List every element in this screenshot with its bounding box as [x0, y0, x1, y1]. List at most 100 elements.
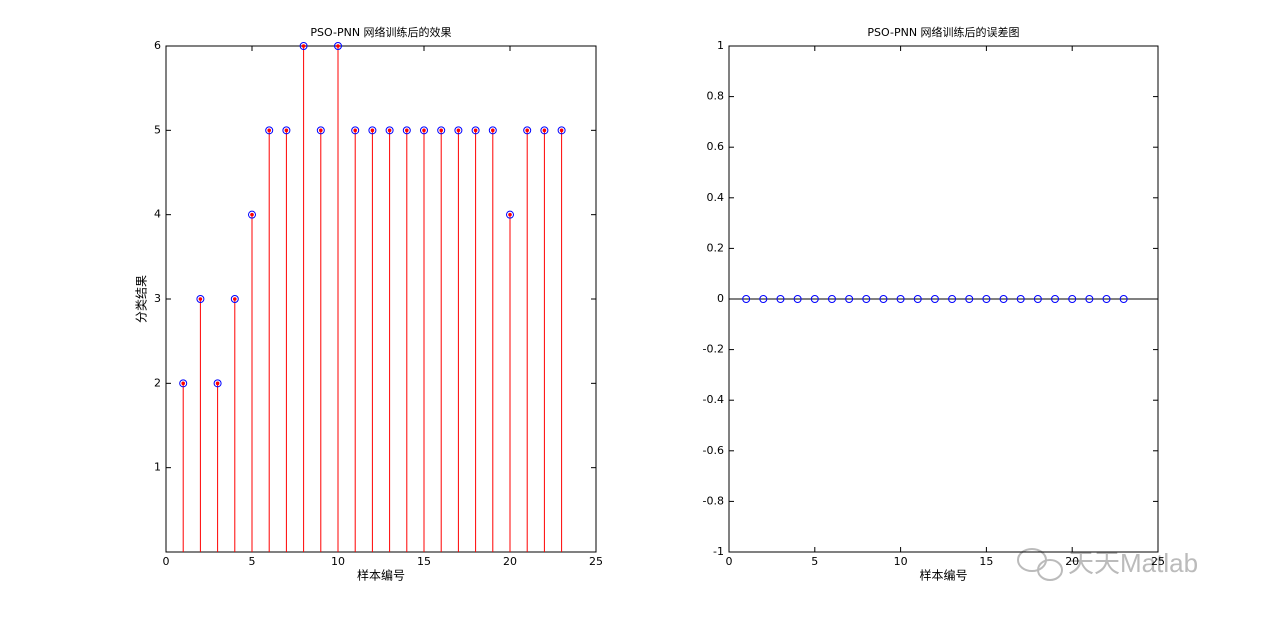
- stem-marker: [742, 295, 751, 303]
- stem-marker: [506, 210, 514, 219]
- y-tick-label: 3: [154, 292, 161, 305]
- stem-marker: [930, 295, 939, 303]
- stem-marker: [557, 126, 566, 135]
- stem-marker: [1016, 295, 1025, 303]
- stem-marker: [179, 379, 188, 388]
- stem-marker-center: [319, 128, 323, 133]
- y-tick-label: -0.2: [703, 343, 724, 356]
- stem-marker-center: [198, 297, 203, 301]
- stem-marker: [1033, 295, 1042, 303]
- stem-marker: [282, 126, 291, 135]
- stem-marker: [965, 295, 974, 303]
- stem-marker: [999, 295, 1008, 303]
- stem-marker: [334, 42, 342, 50]
- stem-marker: [845, 295, 854, 303]
- x-tick-label: 15: [979, 555, 993, 568]
- y-tick-label: 0.2: [707, 241, 725, 254]
- stem-marker: [759, 295, 768, 303]
- stem-marker: [1051, 295, 1060, 303]
- stem-marker-center: [284, 128, 289, 133]
- x-tick-label: 25: [1151, 555, 1165, 568]
- stem-marker: [793, 295, 802, 303]
- y-tick-label: 2: [154, 376, 161, 389]
- stem-marker-center: [233, 297, 237, 301]
- stem-marker-center: [387, 128, 392, 133]
- stem-marker: [523, 126, 532, 135]
- stem-marker-center: [422, 128, 426, 133]
- y-axis-label: 分类结果: [135, 275, 149, 323]
- stem-marker: [540, 126, 549, 135]
- stem-marker: [1119, 295, 1128, 303]
- watermark-icon: [1017, 548, 1063, 581]
- x-tick-label: 10: [894, 555, 908, 568]
- stem-marker: [402, 126, 411, 135]
- stem-marker-center: [181, 381, 185, 386]
- stem-marker: [316, 126, 325, 135]
- stem-marker-center: [439, 128, 444, 133]
- y-tick-label: -0.4: [703, 393, 724, 406]
- x-tick-label: 10: [331, 555, 345, 568]
- stem-marker-center: [267, 128, 272, 133]
- y-tick-label: 6: [154, 39, 161, 52]
- stem-marker: [1068, 295, 1077, 303]
- stem-marker: [896, 295, 905, 303]
- stem-marker-center: [250, 212, 254, 217]
- stem-marker-center: [473, 128, 478, 133]
- stem-marker: [982, 295, 991, 303]
- chart-title: PSO-PNN 网络训练后的误差图: [867, 25, 1019, 39]
- stem-marker: [1102, 295, 1111, 303]
- stem-marker: [230, 295, 239, 303]
- stem-marker-center: [405, 128, 409, 133]
- y-tick-label: -0.8: [703, 494, 724, 507]
- stem-marker: [948, 295, 957, 303]
- stem-marker: [368, 126, 377, 135]
- stem-marker: [437, 126, 446, 135]
- x-tick-label: 25: [589, 555, 603, 568]
- stem-marker: [196, 295, 205, 303]
- y-tick-label: 0.4: [707, 191, 725, 204]
- stem-marker-center: [353, 128, 358, 133]
- y-tick-label: -1: [713, 545, 724, 558]
- x-tick-label: 0: [163, 555, 170, 568]
- stem-marker: [299, 42, 308, 50]
- watermark: 天天Matlab: [1068, 548, 1198, 578]
- x-tick-label: 20: [1065, 555, 1079, 568]
- x-axis-label: 样本编号: [919, 568, 967, 583]
- stem-marker-center: [456, 128, 461, 133]
- stem-marker: [776, 295, 785, 303]
- y-tick-label: 4: [154, 208, 161, 221]
- stem-marker: [454, 126, 463, 135]
- stem-marker: [351, 126, 360, 135]
- stem-marker: [913, 295, 922, 303]
- stem-marker: [471, 126, 480, 135]
- y-tick-label: -0.6: [703, 444, 724, 457]
- chart-title: PSO-PNN 网络训练后的效果: [310, 25, 451, 39]
- stem-marker: [213, 379, 222, 388]
- stem-marker-center: [542, 128, 547, 133]
- y-tick-label: 1: [154, 461, 161, 474]
- stem-marker: [265, 126, 274, 135]
- y-tick-label: 0: [717, 292, 724, 305]
- x-tick-label: 5: [249, 555, 256, 568]
- stem-marker-center: [301, 44, 306, 48]
- y-tick-label: 0.8: [707, 90, 725, 103]
- stem-marker: [1085, 295, 1094, 303]
- stem-marker: [488, 126, 497, 135]
- stem-marker: [827, 295, 836, 303]
- stem-marker: [862, 295, 871, 303]
- x-tick-label: 15: [417, 555, 431, 568]
- y-tick-label: 5: [154, 123, 161, 136]
- x-tick-label: 20: [503, 555, 517, 568]
- x-tick-label: 5: [811, 555, 818, 568]
- stem-marker-center: [559, 128, 564, 133]
- stem-marker-center: [336, 44, 340, 48]
- stem-marker: [385, 126, 394, 135]
- y-tick-label: 0.6: [707, 140, 725, 153]
- stem-marker-center: [508, 212, 512, 217]
- x-axis-label: 样本编号: [357, 568, 405, 583]
- y-tick-label: 1: [717, 39, 724, 52]
- stem-marker-center: [491, 128, 495, 133]
